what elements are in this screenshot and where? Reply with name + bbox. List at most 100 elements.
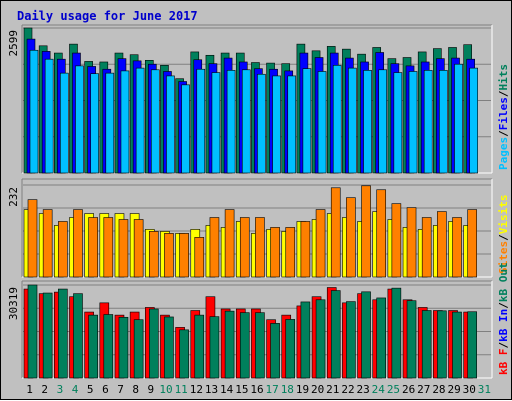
bar-kb-out-day-15: [239, 312, 250, 379]
bar-kb-out-day-14: [224, 310, 235, 379]
bar-kb-out-day-19: [300, 301, 311, 379]
legend-item-kb-f: kB F: [497, 349, 510, 376]
bar-sites-day-23: [361, 185, 371, 278]
bar-kb-out-day-26: [406, 300, 417, 379]
bar-sites-day-19: [300, 221, 311, 278]
legend-item-visits: Visits: [497, 195, 510, 235]
legend-separator: /: [497, 342, 510, 349]
day-label-7: 7: [117, 383, 124, 396]
bar-kb-out-day-9: [148, 308, 159, 379]
panel-legend: Pages/Files/Hits: [497, 64, 510, 170]
bar-sites-day-5: [88, 217, 98, 278]
bar-pages-day-3: [60, 72, 69, 174]
bar-sites-day-13: [209, 217, 220, 278]
bar-sites-day-28: [437, 211, 447, 278]
day-label-10: 10: [159, 383, 172, 396]
day-label-13: 13: [205, 383, 218, 396]
day-label-8: 8: [132, 383, 139, 396]
bar-sites-day-8: [133, 219, 144, 278]
bar-kb-out-day-24: [376, 297, 387, 379]
max-value-label: 2599: [7, 30, 20, 57]
day-label-1: 1: [26, 383, 33, 396]
day-label-21: 21: [326, 383, 339, 396]
day-label-23: 23: [357, 383, 370, 396]
bar-sites-day-17: [270, 227, 280, 278]
day-label-27: 27: [417, 383, 430, 396]
legend-separator: /: [497, 302, 510, 309]
legend-item-sites: Sites: [497, 241, 510, 274]
bar-kb-out-day-20: [315, 299, 326, 379]
legend-item-files: Files: [497, 97, 510, 130]
bar-pages-day-21: [332, 65, 342, 174]
day-label-6: 6: [102, 383, 109, 396]
panel-sites-visits: 232 Sites/Visits: [7, 178, 510, 278]
bar-pages-day-28: [439, 70, 448, 174]
day-label-20: 20: [311, 383, 324, 396]
bar-sites-day-22: [346, 197, 356, 278]
bar-kb-out-day-1: [27, 284, 38, 379]
legend-separator: /: [497, 130, 510, 137]
day-label-18: 18: [281, 383, 294, 396]
bar-kb-out-day-23: [361, 291, 371, 379]
bar-sites-day-6: [103, 217, 114, 278]
bar-sites-day-12: [194, 237, 205, 278]
bar-sites-day-1: [27, 199, 38, 278]
bar-sites-day-25: [391, 203, 402, 278]
panel-legend: Sites/Visits: [497, 195, 510, 275]
panel-legend: kB F/kB In/kB Out: [497, 262, 510, 375]
bar-kb-out-day-6: [103, 314, 114, 379]
bar-pages-day-17: [272, 75, 281, 174]
bar-sites-day-15: [239, 217, 250, 278]
bar-kb-out-day-7: [118, 316, 129, 379]
day-label-4: 4: [72, 383, 79, 396]
bar-sites-day-9: [148, 231, 159, 278]
bar-sites-day-18: [285, 227, 296, 278]
bar-pages-day-4: [75, 65, 84, 174]
chart-title: Daily usage for June 2017: [17, 9, 198, 23]
day-label-5: 5: [87, 383, 94, 396]
day-label-9: 9: [148, 383, 155, 396]
bar-pages-day-11: [181, 84, 190, 174]
day-label-24: 24: [372, 383, 386, 396]
bar-pages-day-24: [378, 69, 388, 174]
max-value-label: 30319: [7, 287, 20, 320]
bar-pages-day-7: [120, 70, 130, 174]
bar-sites-day-24: [376, 189, 387, 278]
bar-kb-out-day-2: [42, 292, 53, 379]
day-label-11: 11: [175, 383, 188, 396]
max-value-label: 232: [7, 187, 20, 207]
bar-pages-day-8: [135, 67, 145, 174]
bar-sites-day-26: [406, 207, 417, 278]
bar-pages-day-10: [166, 75, 175, 174]
bar-pages-day-29: [454, 63, 463, 174]
bar-pages-day-15: [241, 69, 251, 174]
legend-item-hits: Hits: [497, 64, 510, 91]
legend-item-pages: Pages: [497, 137, 510, 170]
bar-kb-out-day-10: [164, 316, 174, 379]
bar-sites-day-11: [179, 233, 189, 278]
bar-pages-day-16: [257, 73, 266, 174]
bar-kb-out-day-5: [88, 314, 98, 379]
bar-pages-day-25: [393, 72, 403, 174]
bar-sites-day-10: [164, 233, 174, 278]
bar-pages-day-27: [423, 70, 433, 174]
bar-kb-out-day-13: [209, 316, 220, 379]
bar-sites-day-4: [73, 209, 83, 278]
bar-kb-out-day-16: [255, 312, 265, 379]
bar-kb-out-day-4: [73, 293, 83, 379]
legend-separator: /: [497, 234, 510, 241]
bar-pages-day-1: [29, 49, 39, 174]
bar-kb-out-day-17: [270, 323, 280, 379]
bar-kb-out-day-21: [330, 290, 341, 379]
bar-kb-out-day-12: [194, 314, 205, 379]
day-label-22: 22: [341, 383, 354, 396]
bar-sites-day-2: [42, 209, 53, 278]
day-label-30: 30: [463, 383, 476, 396]
bar-pages-day-14: [226, 70, 236, 174]
bar-kb-out-day-28: [437, 310, 447, 379]
bar-pages-day-13: [211, 72, 221, 174]
bar-pages-day-18: [287, 75, 297, 174]
